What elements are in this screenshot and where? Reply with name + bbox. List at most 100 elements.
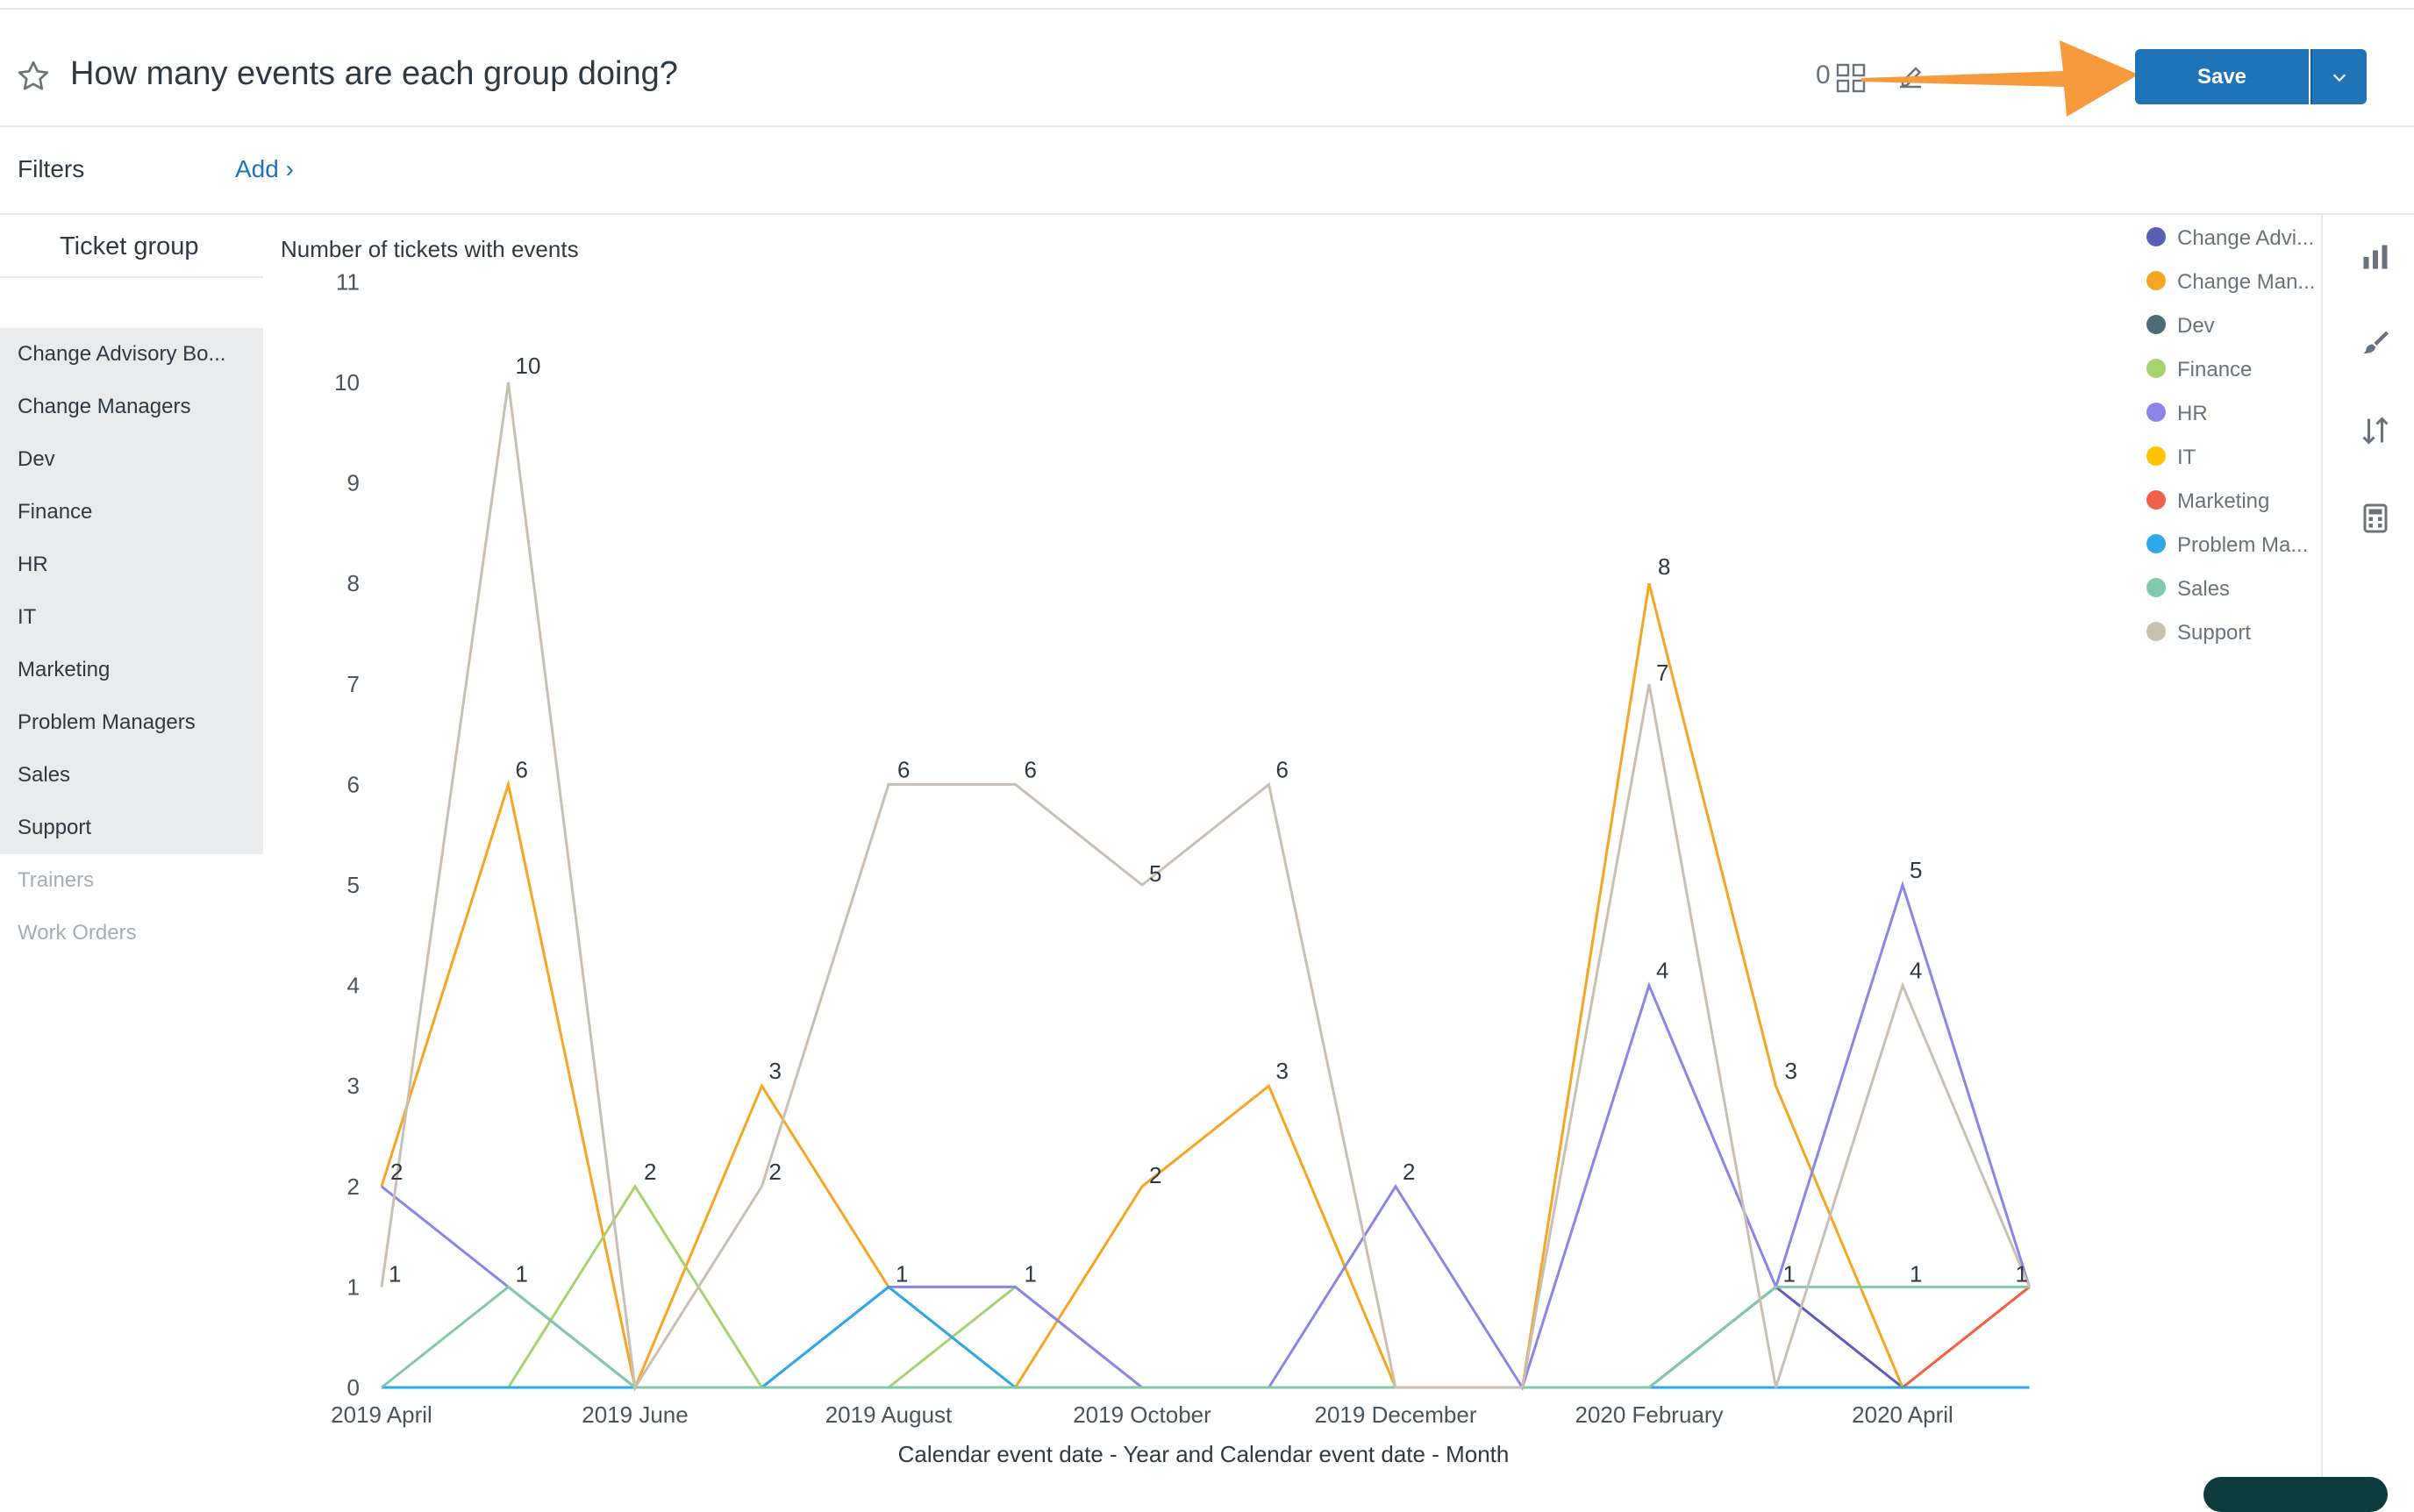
legend-label: HR: [2177, 402, 2208, 425]
legend-label: Change Man...: [2177, 270, 2315, 294]
data-label: 7: [1656, 660, 1668, 686]
legend-label: Problem Ma...: [2177, 533, 2308, 557]
page-title: How many events are each group doing?: [70, 55, 678, 92]
legend-label: Dev: [2177, 314, 2215, 338]
annotation-arrow: [1861, 40, 2139, 117]
data-label: 1: [389, 1260, 401, 1287]
group-item[interactable]: Sales: [0, 749, 263, 802]
save-button[interactable]: Save: [2135, 49, 2309, 104]
y-tick-label: 5: [347, 872, 360, 898]
legend-label: IT: [2177, 446, 2196, 469]
legend-swatch: [2146, 578, 2166, 597]
x-tick-label: 2019 October: [1073, 1401, 1211, 1428]
x-tick-label: 2019 June: [582, 1401, 688, 1428]
data-label: 2: [390, 1159, 403, 1185]
legend-swatch: [2146, 403, 2166, 422]
y-tick-label: 7: [347, 671, 360, 697]
x-tick-label: 2019 April: [331, 1401, 432, 1428]
legend-swatch: [2146, 446, 2166, 466]
sort-icon[interactable]: [2360, 415, 2391, 446]
group-item[interactable]: Dev: [0, 433, 263, 486]
x-tick-label: 2019 August: [825, 1401, 953, 1428]
series-line: [380, 382, 2031, 1392]
data-label: 6: [1025, 756, 1037, 782]
data-label: 1: [1783, 1260, 1796, 1287]
data-label: 3: [1276, 1058, 1289, 1084]
widget-count: 0: [1816, 61, 1831, 89]
legend-swatch: [2146, 315, 2166, 334]
legend-swatch: [2146, 227, 2166, 246]
data-label: 1: [896, 1260, 908, 1287]
legend-label: Support: [2177, 621, 2251, 645]
legend-label: Change Advi...: [2177, 226, 2314, 250]
data-label: 1: [1025, 1260, 1037, 1287]
y-tick-label: 9: [347, 470, 360, 496]
brush-icon[interactable]: [2360, 327, 2391, 359]
right-toolbar: [2321, 215, 2414, 1493]
ticket-group-header: Ticket group: [0, 215, 263, 278]
legend-label: Finance: [2177, 358, 2252, 382]
data-label: 6: [897, 756, 910, 782]
y-axis-label: Number of tickets with events: [281, 236, 579, 262]
data-label: 2: [1149, 1162, 1161, 1188]
data-label: 3: [769, 1058, 782, 1084]
help-widget[interactable]: [2203, 1477, 2388, 1512]
chevron-down-icon: [2332, 73, 2346, 82]
legend-swatch: [2146, 534, 2166, 553]
series-line: [381, 1285, 2030, 1389]
group-item[interactable]: Change Advisory Bo...: [0, 328, 263, 381]
star-icon[interactable]: [16, 59, 51, 94]
data-label: 2: [1403, 1159, 1415, 1185]
group-item[interactable]: IT: [0, 591, 263, 644]
group-item[interactable]: Work Orders: [0, 907, 263, 959]
data-label: 10: [516, 353, 541, 379]
y-tick-label: 0: [347, 1374, 360, 1401]
x-tick-label: 2020 February: [1575, 1401, 1723, 1428]
x-tick-label: 2019 December: [1315, 1401, 1477, 1428]
group-item[interactable]: Problem Managers: [0, 696, 263, 749]
group-item[interactable]: Trainers: [0, 854, 263, 907]
data-label: 1: [516, 1260, 528, 1287]
group-item[interactable]: Change Managers: [0, 381, 263, 433]
save-options-button[interactable]: [2310, 49, 2367, 104]
legend-swatch: [2146, 622, 2166, 641]
y-tick-label: 10: [334, 369, 360, 396]
legend-label: Marketing: [2177, 489, 2269, 513]
y-tick-label: 3: [347, 1073, 360, 1099]
bar-chart-icon[interactable]: [2360, 241, 2391, 273]
y-tick-label: 8: [347, 570, 360, 596]
line-chart: Number of tickets with events 0 1 2 3 4 5 6 7 8 9…: [281, 226, 2315, 1467]
top-bar: [0, 0, 2414, 10]
page-header: How many events are each group doing? 0 …: [0, 10, 2414, 127]
ticket-group-title: Ticket group: [60, 232, 199, 260]
filters-label: Filters: [18, 155, 85, 182]
calculator-icon[interactable]: [2360, 503, 2391, 534]
data-label: 3: [1785, 1058, 1797, 1084]
data-label: 4: [1656, 958, 1668, 984]
y-tick-label: 11: [336, 268, 360, 295]
legend-label: Sales: [2177, 577, 2230, 601]
grid-icon[interactable]: [1835, 62, 1867, 94]
data-label: 1: [1910, 1260, 1922, 1287]
data-label: 5: [1910, 857, 1922, 883]
data-label: 5: [1149, 860, 1161, 887]
data-label: 2: [769, 1159, 782, 1185]
y-tick-label: 2: [347, 1173, 360, 1200]
group-item[interactable]: Marketing: [0, 644, 263, 696]
group-item[interactable]: HR: [0, 538, 263, 591]
group-item[interactable]: Finance: [0, 486, 263, 538]
legend-swatch: [2146, 359, 2166, 378]
data-label: 8: [1658, 553, 1670, 580]
y-tick-label: 1: [347, 1273, 360, 1300]
data-label: 4: [1910, 958, 1922, 984]
legend-swatch: [2146, 271, 2166, 290]
ticket-group-list: Change Advisory Bo... Change Managers De…: [0, 328, 263, 959]
group-item[interactable]: Support: [0, 802, 263, 854]
data-label: 6: [516, 756, 528, 782]
data-label: 6: [1276, 756, 1289, 782]
y-tick-label: 6: [347, 771, 360, 797]
filter-bar: Filters Add ›: [0, 127, 2414, 215]
x-axis-label: Calendar event date - Year and Calendar …: [898, 1441, 1510, 1467]
data-label: 1: [2016, 1260, 2028, 1287]
add-filter-link[interactable]: Add ›: [235, 155, 294, 182]
